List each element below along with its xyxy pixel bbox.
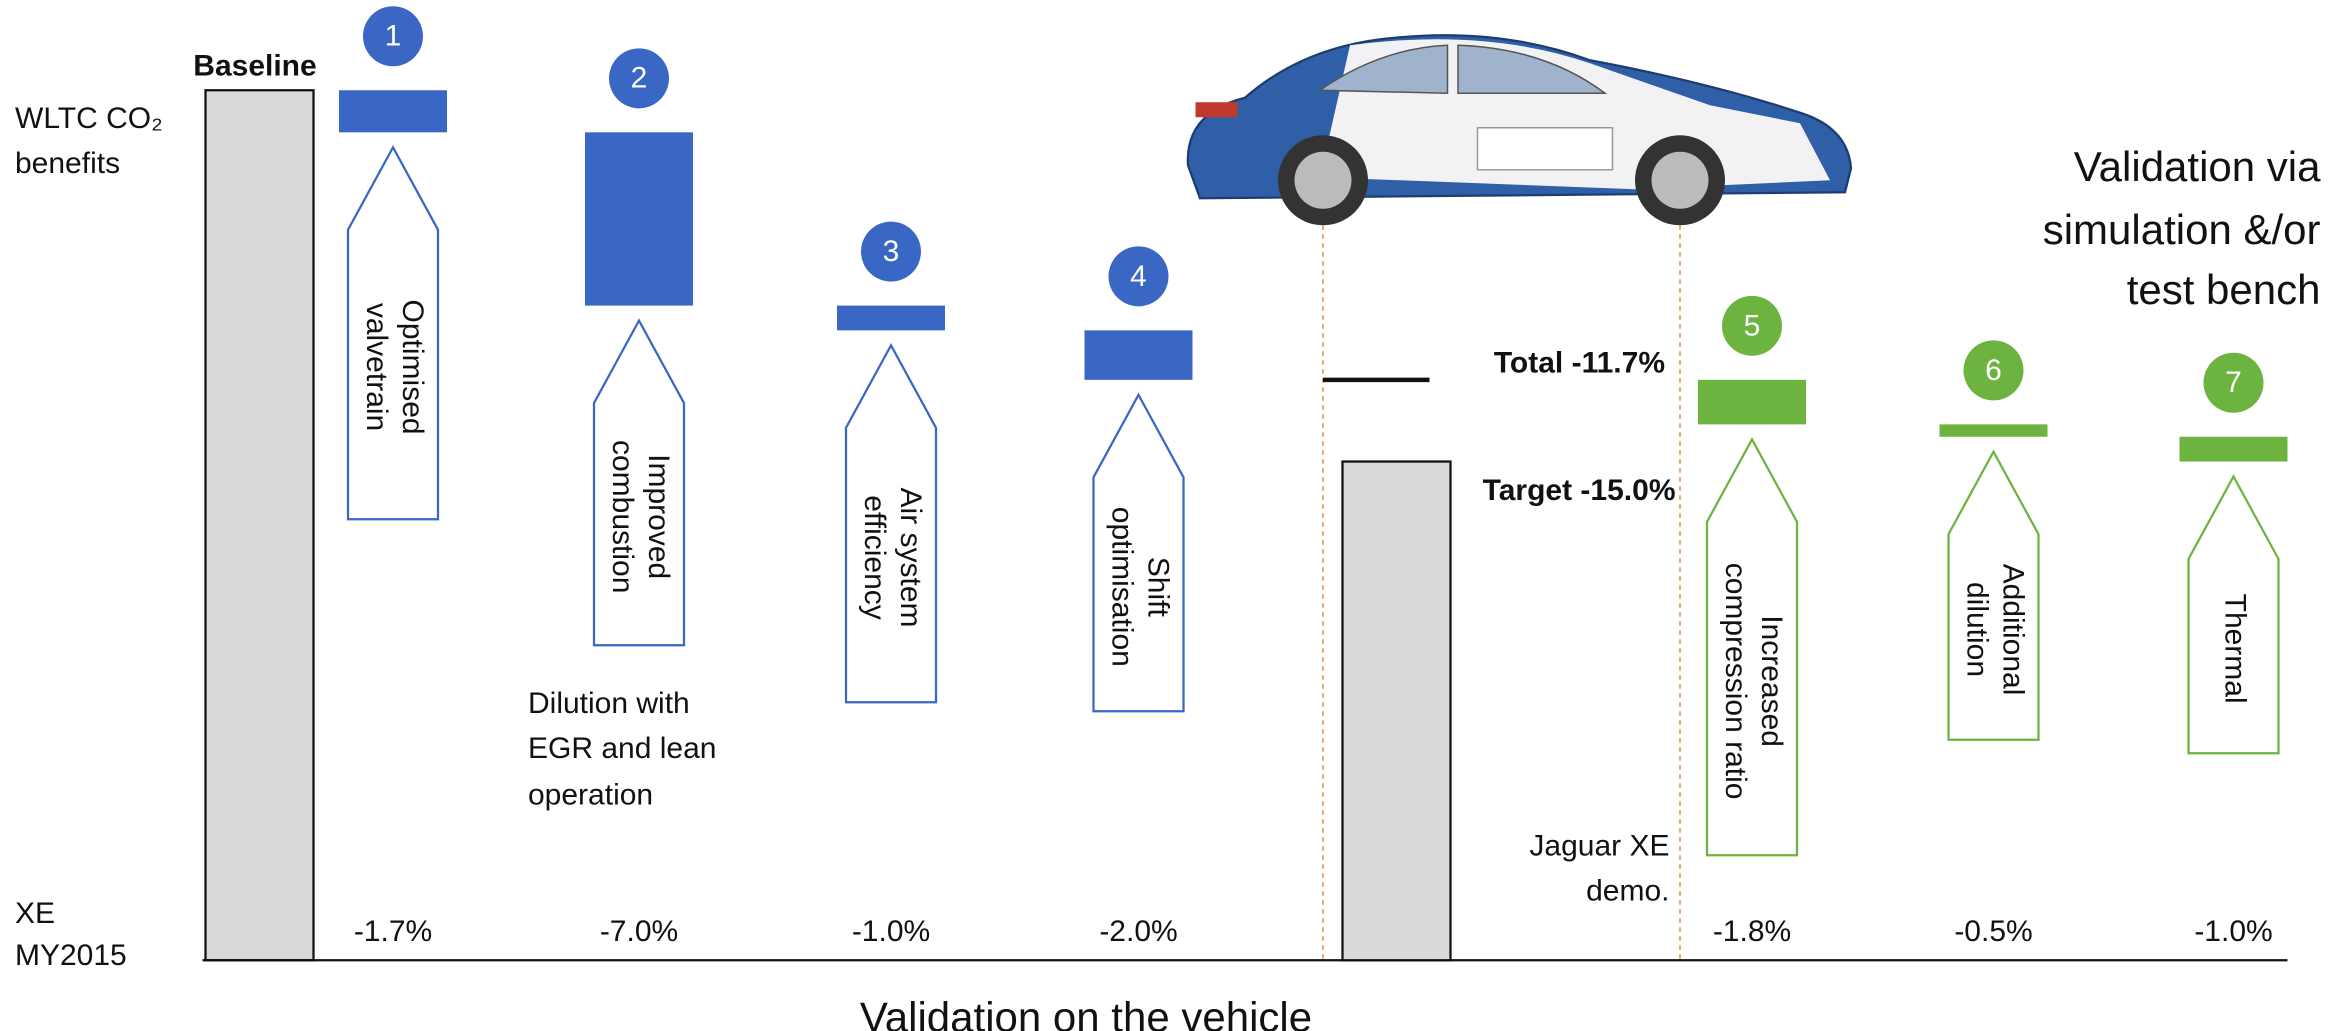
step-number: 4	[1130, 260, 1147, 293]
step-number: 6	[1985, 354, 2002, 387]
baseline-bar	[206, 90, 314, 960]
baseline-name: XE	[15, 897, 55, 930]
car-illustration	[1188, 35, 1851, 225]
target-bar	[1343, 462, 1451, 961]
group-label: simulation &/or	[2043, 206, 2321, 253]
step-number: 2	[631, 62, 648, 95]
demo-label: Jaguar XE	[1529, 830, 1669, 863]
target-label: Target -15.0%	[1483, 474, 1676, 507]
annotation: operation	[528, 779, 653, 812]
value-label: -2.0%	[1099, 915, 1177, 948]
annotation: Dilution with	[528, 687, 690, 720]
step-bar	[1698, 380, 1806, 425]
step-number: 1	[385, 20, 402, 53]
value-label: -1.7%	[354, 915, 432, 948]
step-bar	[585, 132, 693, 305]
step-bar	[837, 306, 945, 331]
value-label: -0.5%	[1954, 915, 2032, 948]
baseline-label: Baseline	[193, 50, 316, 83]
group-label: Validation via	[2074, 143, 2321, 190]
value-label: -1.0%	[2194, 915, 2272, 948]
step-label: Thermal	[2219, 594, 2252, 704]
value-label: -1.0%	[852, 915, 930, 948]
y-axis-label: benefits	[15, 147, 120, 180]
annotation: EGR and lean	[528, 732, 716, 765]
value-label: -1.8%	[1713, 915, 1791, 948]
step-number: 7	[2225, 366, 2242, 399]
group-label: test bench	[2127, 266, 2321, 313]
chart: Baseline WLTC CO₂ benefits XE MY2015 Dil…	[0, 0, 2328, 1031]
value-label: -7.0%	[600, 915, 678, 948]
baseline-name: MY2015	[15, 939, 127, 972]
step-bar	[339, 90, 447, 132]
step-number: 3	[883, 235, 900, 268]
step-bar	[1940, 424, 2048, 436]
step-number: 5	[1744, 309, 1761, 342]
group-label: Validation on the vehicle	[860, 993, 1312, 1031]
page: Baseline WLTC CO₂ benefits XE MY2015 Dil…	[0, 0, 2328, 1031]
step-bar	[1085, 330, 1193, 380]
step-bar	[2180, 437, 2288, 462]
total-label: Total -11.7%	[1494, 347, 1665, 380]
y-axis-label: WLTC CO₂	[15, 102, 163, 135]
demo-label: demo.	[1586, 875, 1669, 908]
